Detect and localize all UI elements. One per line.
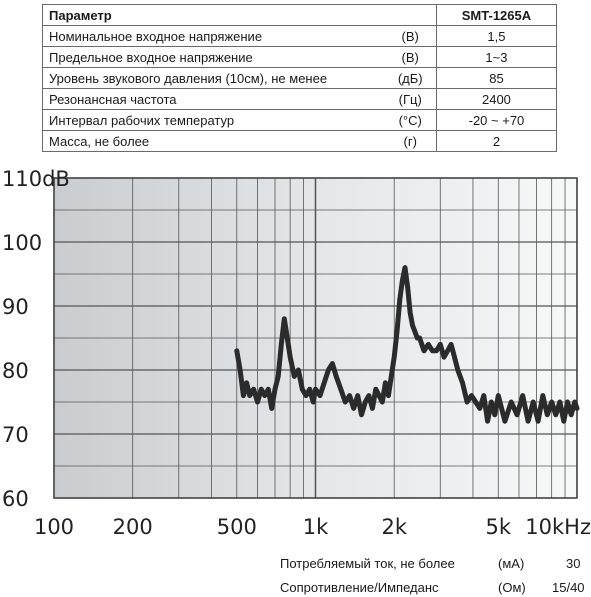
spec-row-name: Масса, не более <box>41 130 385 152</box>
spec-row-value: 2 <box>435 130 558 152</box>
spec-table-header: Параметр SMT-1265A <box>42 4 558 26</box>
x-tick-label: 1k <box>303 515 329 539</box>
y-tick-label: 80 <box>2 359 29 383</box>
spec-row-unit: (В) <box>384 25 437 47</box>
header-parameter: Параметр <box>42 4 437 26</box>
footer-label: Сопротивление/Импеданс <box>280 580 439 595</box>
specification-table: Параметр SMT-1265A Номинальное входное н… <box>41 4 558 152</box>
spec-row-name: Предельное входное напряжение <box>41 46 385 68</box>
header-model: SMT-1265A <box>435 4 558 26</box>
x-tick-label: 500 <box>217 515 257 539</box>
spec-row-unit: (В) <box>384 46 437 68</box>
x-tick-label: 100 <box>34 515 74 539</box>
spec-row-name: Резонансная частота <box>41 88 385 110</box>
x-tick-label: 10kHz <box>525 515 591 539</box>
spec-row-value: 1,5 <box>435 25 558 47</box>
footer-value: 30 <box>566 556 581 571</box>
x-tick-label: 5k <box>486 515 512 539</box>
spec-row: Предельное входное напряжение (В) 1~3 <box>41 46 558 68</box>
spec-row-name: Номинальное входное напряжение <box>41 25 385 47</box>
spec-row: Интервал рабочих температур (°С) -20 ~ +… <box>41 109 558 131</box>
response-curve <box>234 265 580 424</box>
spec-row-value: 1~3 <box>435 46 558 68</box>
grid-lines <box>53 177 578 499</box>
spec-row-name: Уровень звукового давления (10см), не ме… <box>41 67 385 89</box>
spec-row-unit: (г) <box>384 130 437 152</box>
spec-row: Уровень звукового давления (10см), не ме… <box>41 67 558 89</box>
spec-row-value: 2400 <box>435 88 558 110</box>
y-tick-label: 100 <box>2 231 42 255</box>
spec-row: Резонансная частота (Гц) 2400 <box>41 88 558 110</box>
footer-unit: (мА) <box>498 556 525 571</box>
spec-row-value: 85 <box>435 67 558 89</box>
spec-row-name: Интервал рабочих температур <box>41 109 385 131</box>
frequency-response-chart: 110dB 100 90 80 70 60 100 200 500 1k 2k 5k 10kHz <box>2 168 591 539</box>
y-tick-label: 110dB <box>2 168 70 191</box>
spec-row: Номинальное входное напряжение (В) 1,5 <box>41 25 558 47</box>
spec-row-unit: (°С) <box>384 109 437 131</box>
footer-label: Потребляемый ток, не более <box>280 556 455 571</box>
plot-frame <box>53 177 578 499</box>
footer-unit: (Ом) <box>498 580 526 595</box>
spec-row: Масса, не более (г) 2 <box>41 130 558 152</box>
y-axis-ticks: 110dB 100 90 80 70 60 <box>2 168 70 511</box>
x-tick-label: 200 <box>113 515 153 539</box>
footer-value: 15/40 <box>552 580 585 595</box>
spec-row-unit: (дБ) <box>384 67 437 89</box>
y-tick-label: 60 <box>2 487 29 511</box>
y-tick-label: 90 <box>2 295 29 319</box>
x-axis-ticks: 100 200 500 1k 2k 5k 10kHz <box>34 515 591 539</box>
y-tick-label: 70 <box>2 423 29 447</box>
spec-row-unit: (Гц) <box>384 88 437 110</box>
x-tick-label: 2k <box>381 515 407 539</box>
spec-row-value: -20 ~ +70 <box>435 109 558 131</box>
